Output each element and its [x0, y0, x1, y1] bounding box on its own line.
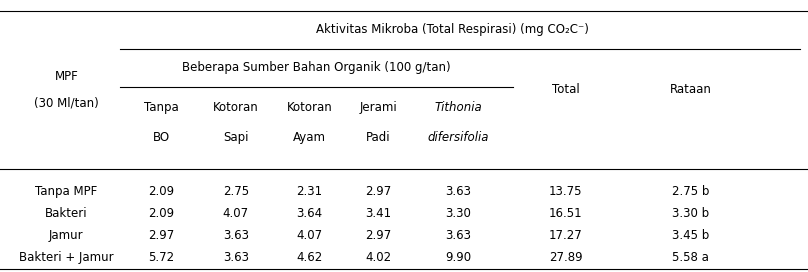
Text: 4.62: 4.62 [297, 251, 322, 264]
Text: MPF: MPF [54, 70, 78, 83]
Text: 9.90: 9.90 [445, 251, 471, 264]
Text: 27.89: 27.89 [549, 251, 583, 264]
Text: 5.72: 5.72 [149, 251, 175, 264]
Text: 2.97: 2.97 [365, 185, 391, 198]
Text: 2.75 b: 2.75 b [672, 185, 709, 198]
Text: Ayam: Ayam [293, 131, 326, 144]
Text: 3.63: 3.63 [445, 185, 471, 198]
Text: Jamur: Jamur [49, 229, 83, 242]
Text: Kotoran: Kotoran [213, 101, 259, 114]
Text: 2.09: 2.09 [149, 185, 175, 198]
Text: Padi: Padi [366, 131, 390, 144]
Text: Tanpa: Tanpa [144, 101, 179, 114]
Text: Bakteri: Bakteri [45, 207, 87, 220]
Text: Jerami: Jerami [360, 101, 397, 114]
Text: 3.63: 3.63 [223, 229, 249, 242]
Text: 2.75: 2.75 [223, 185, 249, 198]
Text: 3.45 b: 3.45 b [672, 229, 709, 242]
Text: 3.63: 3.63 [445, 229, 471, 242]
Text: 5.58 a: 5.58 a [672, 251, 709, 264]
Text: Kotoran: Kotoran [287, 101, 332, 114]
Text: Tithonia: Tithonia [434, 101, 482, 114]
Text: 2.31: 2.31 [297, 185, 322, 198]
Text: 3.64: 3.64 [297, 207, 322, 220]
Text: 2.97: 2.97 [365, 229, 391, 242]
Text: 4.07: 4.07 [297, 229, 322, 242]
Text: 3.63: 3.63 [223, 251, 249, 264]
Text: 2.09: 2.09 [149, 207, 175, 220]
Text: 3.30 b: 3.30 b [672, 207, 709, 220]
Text: BO: BO [153, 131, 170, 144]
Text: Sapi: Sapi [223, 131, 249, 144]
Text: 16.51: 16.51 [549, 207, 583, 220]
Text: 2.97: 2.97 [149, 229, 175, 242]
Text: Tanpa MPF: Tanpa MPF [35, 185, 98, 198]
Text: 13.75: 13.75 [549, 185, 583, 198]
Text: 17.27: 17.27 [549, 229, 583, 242]
Text: difersifolia: difersifolia [427, 131, 489, 144]
Text: Bakteri + Jamur: Bakteri + Jamur [19, 251, 114, 264]
Text: (30 Ml/tan): (30 Ml/tan) [34, 97, 99, 110]
Text: Beberapa Sumber Bahan Organik (100 g/tan): Beberapa Sumber Bahan Organik (100 g/tan… [182, 61, 451, 75]
Text: 3.30: 3.30 [445, 207, 471, 220]
Text: Total: Total [552, 83, 579, 96]
Text: Aktivitas Mikroba (Total Respirasi) (mg CO₂C⁻): Aktivitas Mikroba (Total Respirasi) (mg … [316, 23, 589, 36]
Text: 4.07: 4.07 [223, 207, 249, 220]
Text: Rataan: Rataan [670, 83, 712, 96]
Text: 3.41: 3.41 [365, 207, 391, 220]
Text: 4.02: 4.02 [365, 251, 391, 264]
